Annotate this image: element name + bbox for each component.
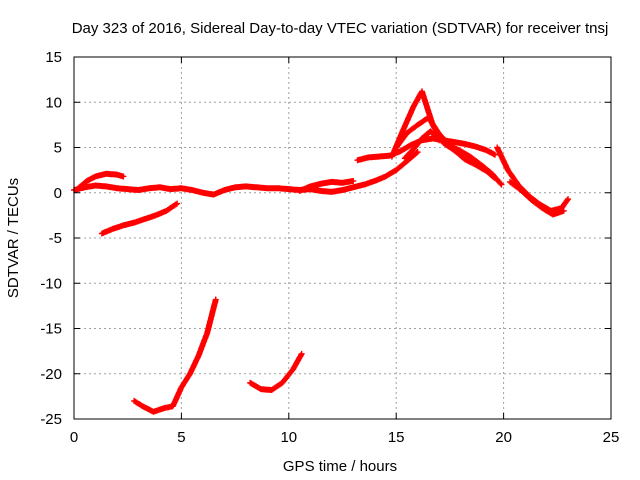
- y-tick-label: -20: [40, 366, 62, 383]
- x-tick-label: 5: [177, 429, 185, 446]
- series-track-3: [98, 200, 181, 237]
- x-tick-label: 10: [280, 429, 297, 446]
- series-track-3-markers: [98, 200, 181, 237]
- x-tick-label: 15: [388, 429, 405, 446]
- series-track-6: [296, 177, 357, 194]
- series-track-5-markers: [247, 350, 305, 393]
- grid-lines: [74, 57, 611, 419]
- series-track-4-markers: [131, 296, 219, 415]
- series-track-4: [131, 296, 219, 415]
- y-tick-label: -25: [40, 411, 62, 428]
- y-tick-label: -5: [49, 230, 62, 247]
- series-track-10: [401, 128, 443, 162]
- series-track-10-markers: [401, 128, 443, 162]
- series-track-2: [75, 170, 127, 192]
- data-series: [71, 88, 572, 415]
- series-track-9: [393, 114, 505, 188]
- x-tick-label: 20: [495, 429, 512, 446]
- y-tick-label: -10: [40, 275, 62, 292]
- series-track-2-markers: [75, 170, 127, 192]
- axis-ticks: 0 5 10 15 20 25 -25 -20 -15 -10 -5 0 5 10 15: [40, 49, 619, 446]
- series-track-6-markers: [296, 177, 357, 194]
- series-track-12: [507, 178, 567, 218]
- series-track-9-markers: [393, 114, 505, 188]
- y-tick-label: 10: [45, 94, 62, 111]
- x-axis-label: GPS time / hours: [283, 458, 397, 475]
- x-tick-label: 25: [603, 429, 620, 446]
- y-axis-label: SDTVAR / TECUs: [5, 178, 22, 298]
- y-tick-label: -15: [40, 321, 62, 338]
- y-tick-label: 0: [54, 185, 62, 202]
- y-tick-label: 5: [54, 140, 62, 157]
- x-tick-label: 0: [70, 429, 78, 446]
- chart-title: Day 323 of 2016, Sidereal Day-to-day VTE…: [72, 20, 609, 37]
- series-track-5: [247, 350, 305, 393]
- y-tick-label: 15: [45, 49, 62, 66]
- series-track-12-markers: [507, 178, 567, 218]
